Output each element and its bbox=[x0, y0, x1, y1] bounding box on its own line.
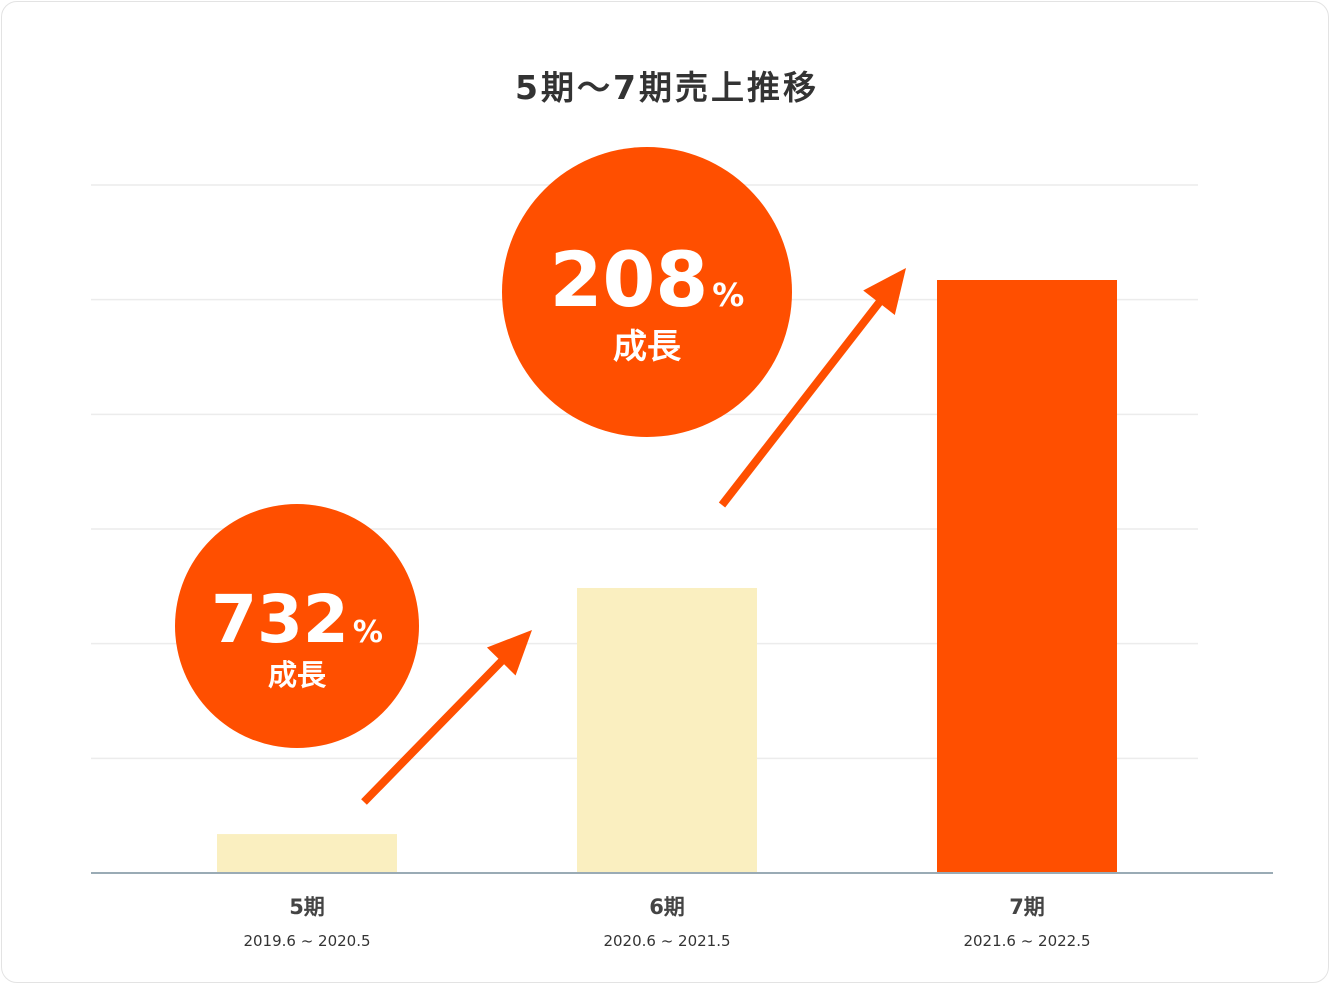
arrow-head bbox=[863, 268, 906, 316]
bar bbox=[217, 834, 397, 873]
arrow-shaft bbox=[718, 297, 885, 508]
x-tick-label: 6期 bbox=[649, 895, 685, 919]
badge-circle bbox=[502, 147, 792, 437]
growth-number: 208 bbox=[550, 235, 709, 324]
bar bbox=[937, 280, 1117, 873]
bar bbox=[577, 587, 757, 873]
period-label: 2021.6 ~ 2022.5 bbox=[963, 932, 1090, 950]
growth-unit: % bbox=[712, 276, 744, 314]
growth-badge: 208 %成長 bbox=[502, 147, 792, 437]
x-axis-labels: 5期 2019.6 ~ 2020.5 6期 2020.6 ~ 2021.5 7期 2021… bbox=[243, 895, 1090, 950]
period-label: 2019.6 ~ 2020.5 bbox=[243, 932, 370, 950]
badge-circle bbox=[175, 504, 419, 748]
growth-caption: 成長 bbox=[268, 658, 327, 692]
chart-title: 5期～7期売上推移 bbox=[515, 68, 819, 107]
arrow-head bbox=[486, 630, 532, 676]
growth-number: 732 bbox=[211, 581, 349, 658]
growth-badge: 732 %成長 bbox=[175, 504, 419, 748]
growth-caption: 成長 bbox=[613, 327, 682, 367]
growth-arrows bbox=[361, 268, 906, 805]
growth-value: 208% bbox=[550, 235, 745, 324]
growth-arrow bbox=[361, 630, 532, 805]
bars bbox=[217, 280, 1117, 873]
x-tick-label: 5期 bbox=[289, 895, 325, 919]
growth-arrow bbox=[718, 268, 906, 508]
period-label: 2020.6 ~ 2021.5 bbox=[603, 932, 730, 950]
arrow-shaft bbox=[361, 655, 507, 805]
growth-unit: % bbox=[353, 615, 383, 650]
x-tick-label: 7期 bbox=[1009, 895, 1045, 919]
growth-value: 732% bbox=[211, 581, 383, 658]
